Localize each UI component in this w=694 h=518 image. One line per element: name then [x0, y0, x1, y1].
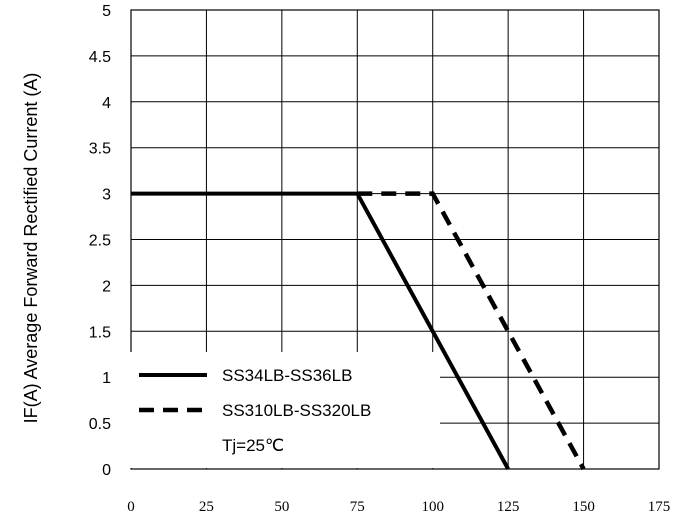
series-layer: [131, 191, 586, 471]
x-tick-label-6: 150: [572, 499, 595, 515]
y-axis-title: IF(A) Average Forward Rectified Current …: [21, 73, 41, 424]
y-tick-label-10: 5: [102, 3, 111, 20]
y-tick-label-2: 1: [102, 370, 111, 387]
x-tick-labels: 0 25 50 75 100 125 150 175: [127, 499, 670, 515]
legend: SS34LB-SS36LB SS310LB-SS320LB Tj=25℃: [128, 352, 440, 468]
legend-annotation-tj: Tj=25℃: [222, 436, 284, 455]
x-tick-label-7: 175: [648, 499, 671, 515]
y-tick-labels: 0 0.5 1 1.5 2 2.5 3 3.5 4 4.5 5: [89, 3, 111, 479]
x-tick-label-5: 125: [497, 499, 520, 515]
legend-label-series-1: SS34LB-SS36LB: [222, 366, 352, 385]
y-tick-label-4: 2: [102, 278, 111, 295]
y-tick-label-6: 3: [102, 187, 111, 204]
legend-background: [128, 352, 440, 468]
x-tick-label-2: 50: [274, 499, 289, 515]
y-tick-label-8: 4: [102, 95, 111, 112]
y-tick-label-0: 0: [102, 462, 111, 479]
y-tick-label-5: 2.5: [89, 233, 111, 250]
y-tick-label-9: 4.5: [89, 49, 111, 66]
y-tick-label-1: 0.5: [89, 416, 111, 433]
x-tick-label-1: 25: [199, 499, 214, 515]
legend-label-series-2: SS310LB-SS320LB: [222, 401, 371, 420]
y-tick-label-3: 1.5: [89, 324, 111, 341]
x-tick-label-3: 75: [350, 499, 365, 515]
series-line-2: [357, 191, 586, 471]
plot-frame: [130, 9, 660, 470]
x-tick-label-0: 0: [127, 499, 135, 515]
x-tick-label-4: 100: [421, 499, 444, 515]
y-tick-label-7: 3.5: [89, 141, 111, 158]
